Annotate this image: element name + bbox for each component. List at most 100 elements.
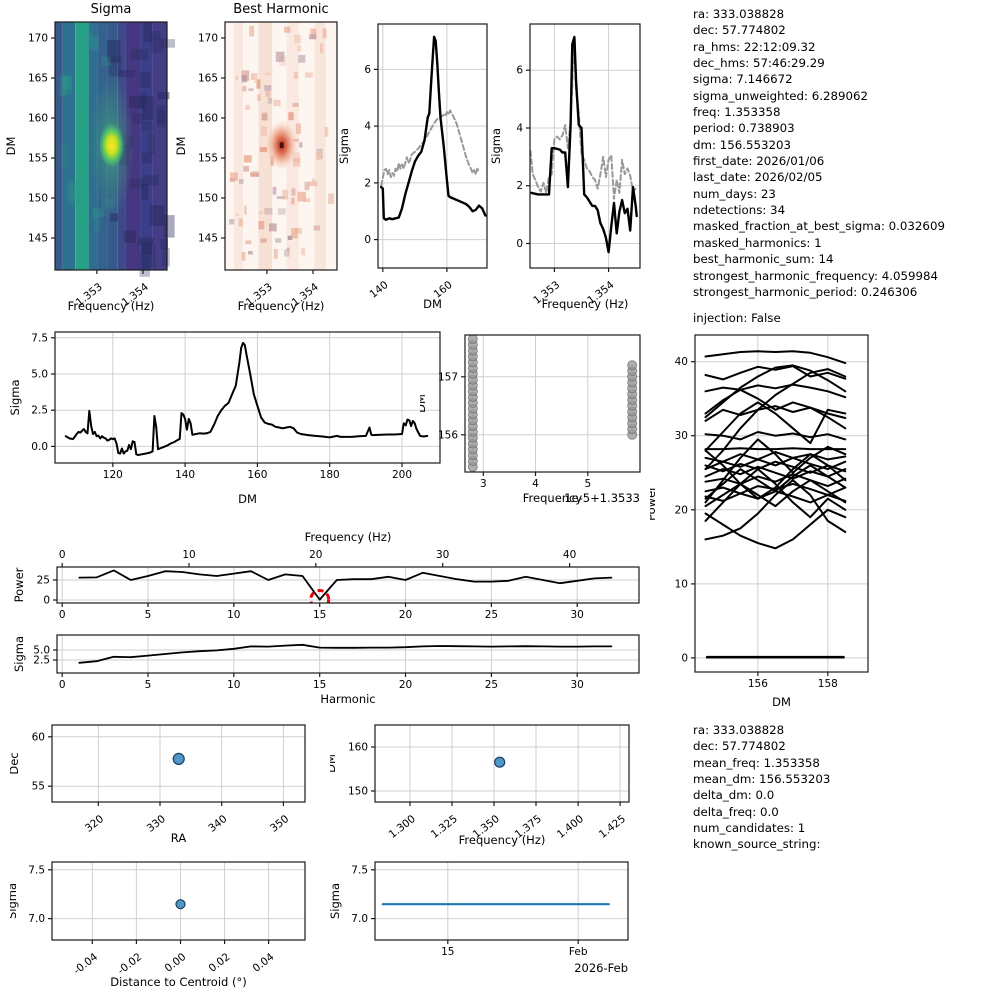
svg-text:Sigma: Sigma <box>10 883 19 919</box>
text-line: best_harmonic_sum: 14 <box>693 252 834 267</box>
svg-text:1.425: 1.425 <box>597 813 628 841</box>
svg-text:150: 150 <box>28 193 48 205</box>
svg-text:7.5: 7.5 <box>351 864 368 876</box>
svg-text:10: 10 <box>182 549 195 561</box>
text-line: ra: 333.038828 <box>693 723 785 737</box>
svg-text:0: 0 <box>43 595 50 607</box>
svg-text:170: 170 <box>28 33 48 45</box>
svg-text:5: 5 <box>584 478 591 490</box>
svg-text:DM: DM <box>238 492 257 506</box>
text-line: mean_freq: 1.353358 <box>693 755 820 770</box>
svg-text:20: 20 <box>675 504 688 516</box>
svg-text:5: 5 <box>145 679 152 691</box>
svg-text:0: 0 <box>516 238 523 250</box>
svg-text:7.5: 7.5 <box>31 332 48 344</box>
svg-text:7.0: 7.0 <box>351 913 368 925</box>
svg-text:340: 340 <box>206 813 229 835</box>
svg-text:150: 150 <box>348 786 368 798</box>
svg-text:2.5: 2.5 <box>31 405 48 417</box>
svg-text:Distance to Centroid (°): Distance to Centroid (°) <box>110 975 246 989</box>
svg-text:7.0: 7.0 <box>28 913 45 925</box>
svg-text:155: 155 <box>198 153 218 165</box>
svg-text:DM: DM <box>423 297 442 311</box>
text-line: period: 0.738903 <box>693 121 795 136</box>
svg-text:Power: Power <box>12 567 26 602</box>
sigma-vs-dm-wide-figure: 120 140 160 180 200 0.0 2.5 5.0 7.5 DM Sigma <box>8 325 455 523</box>
svg-text:7.5: 7.5 <box>28 864 45 876</box>
text-line: known_source_string: <box>693 837 821 852</box>
svg-text:3: 3 <box>480 478 487 490</box>
svg-text:330: 330 <box>145 813 168 835</box>
svg-text:150: 150 <box>198 193 218 205</box>
svg-text:2: 2 <box>364 177 371 189</box>
svg-text:160: 160 <box>198 113 218 125</box>
svg-text:2: 2 <box>516 180 523 192</box>
svg-text:2.5: 2.5 <box>33 655 50 667</box>
svg-text:15: 15 <box>441 946 454 958</box>
svg-text:DM: DM <box>4 137 18 156</box>
svg-text:DM: DM <box>420 394 428 413</box>
text-line: sigma: 7.146672 <box>693 72 793 87</box>
svg-text:30: 30 <box>675 430 688 442</box>
svg-text:30: 30 <box>436 549 449 561</box>
text-line: delta_dm: 0.0 <box>693 788 775 803</box>
svg-text:145: 145 <box>198 233 218 245</box>
text-line: ra_hms: 22:12:09.32 <box>693 39 816 54</box>
svg-text:20: 20 <box>309 549 322 561</box>
text-line: dec_hms: 57:46:29.29 <box>693 56 825 71</box>
svg-text:165: 165 <box>198 73 218 85</box>
text-line: freq: 1.353358 <box>693 105 781 120</box>
text-line: masked_fraction_at_best_sigma: 0.032609 <box>693 219 945 234</box>
text-line: strongest_harmonic_frequency: 4.059984 <box>693 268 938 283</box>
svg-text:145: 145 <box>28 233 48 245</box>
svg-text:1.325: 1.325 <box>429 813 460 841</box>
svg-text:20: 20 <box>399 609 412 621</box>
svg-text:Frequency: Frequency <box>523 491 583 505</box>
sigma-vs-frequency-small-figure: 1.353 1.354 0 2 4 6 Frequency (Hz) Sigma <box>482 0 652 322</box>
svg-text:25: 25 <box>485 679 498 691</box>
svg-text:1.300: 1.300 <box>387 813 418 841</box>
svg-text:DM: DM <box>174 137 188 156</box>
svg-text:Feb: Feb <box>569 946 588 958</box>
svg-text:0.0: 0.0 <box>31 441 48 453</box>
svg-text:15: 15 <box>313 679 326 691</box>
svg-text:180: 180 <box>320 469 340 481</box>
svg-text:160: 160 <box>28 113 48 125</box>
svg-text:6: 6 <box>516 65 523 77</box>
svg-text:Harmonic: Harmonic <box>320 692 375 706</box>
svg-text:0: 0 <box>59 609 66 621</box>
text-line: last_date: 2026/02/05 <box>693 170 823 185</box>
text-line: first_date: 2026/01/06 <box>693 154 825 169</box>
text-line: dec: 57.774802 <box>693 23 786 38</box>
svg-text:10: 10 <box>675 578 688 590</box>
svg-text:350: 350 <box>268 813 291 835</box>
svg-text:156: 156 <box>438 429 458 441</box>
svg-text:DM: DM <box>772 695 791 709</box>
svg-text:30: 30 <box>571 679 584 691</box>
svg-text:Sigma: Sigma <box>91 2 132 17</box>
svg-text:15: 15 <box>313 609 326 621</box>
svg-text:Sigma: Sigma <box>337 128 351 164</box>
svg-text:Power: Power <box>650 486 658 521</box>
cluster-info-panel: ra: 333.038828 dec: 57.774802 mean_freq: 1… <box>693 722 993 853</box>
svg-text:Sigma: Sigma <box>489 128 503 164</box>
svg-text:5.0: 5.0 <box>31 369 48 381</box>
svg-text:0.00: 0.00 <box>163 951 189 975</box>
svg-text:5: 5 <box>145 609 152 621</box>
svg-text:1.400: 1.400 <box>555 813 586 841</box>
best-harmonic-heatmap-figure: 1.353 1.354 145 150 155 160 165 170 Best Harmoni… <box>172 0 384 322</box>
svg-text:Frequency (Hz): Frequency (Hz) <box>459 833 546 847</box>
svg-text:Sigma: Sigma <box>10 379 22 415</box>
svg-text:Sigma: Sigma <box>330 883 342 919</box>
sigma-heatmap-figure: 1.353 1.354 145 150 155 160 165 170 Sigma Frequen… <box>0 0 212 322</box>
svg-text:Frequency (Hz): Frequency (Hz) <box>238 299 325 313</box>
svg-text:Frequency (Hz): Frequency (Hz) <box>542 297 629 311</box>
svg-text:165: 165 <box>28 73 48 85</box>
text-line: dec: 57.774802 <box>693 739 786 754</box>
svg-text:Frequency (Hz): Frequency (Hz) <box>305 530 392 544</box>
svg-text:2026-Feb: 2026-Feb <box>574 961 628 975</box>
svg-text:25: 25 <box>37 575 50 587</box>
frequency-dm-scatter-figure: 3 4 5 156 157 Frequency 1e-5+1.3533 DM <box>414 325 660 523</box>
svg-text:-0.04: -0.04 <box>71 951 100 977</box>
svg-text:4: 4 <box>516 123 523 135</box>
